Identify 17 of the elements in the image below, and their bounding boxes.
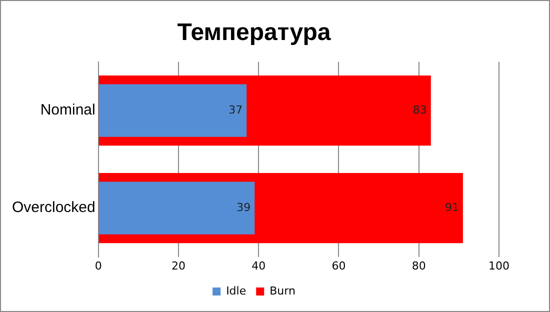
y-tick-label: Nominal (40, 102, 96, 119)
bar (98, 84, 247, 137)
x-tick-label: 80 (412, 259, 426, 272)
x-tick-label: 60 (332, 259, 346, 272)
x-tick-label: 40 (252, 259, 266, 272)
data-label: 37 (228, 103, 243, 116)
data-label: 39 (236, 200, 251, 214)
y-tick-label: Overclocked (12, 199, 96, 216)
x-tick-label: 100 (488, 259, 510, 272)
bar (98, 182, 255, 234)
data-label: 91 (444, 200, 459, 214)
x-tick-label: 0 (94, 259, 102, 272)
data-label: 83 (412, 103, 427, 116)
legend-label: Idle (226, 284, 246, 298)
x-tick-label: 20 (171, 259, 186, 272)
legend-label: Burn (270, 284, 296, 298)
chart-title: Температура (177, 19, 332, 46)
